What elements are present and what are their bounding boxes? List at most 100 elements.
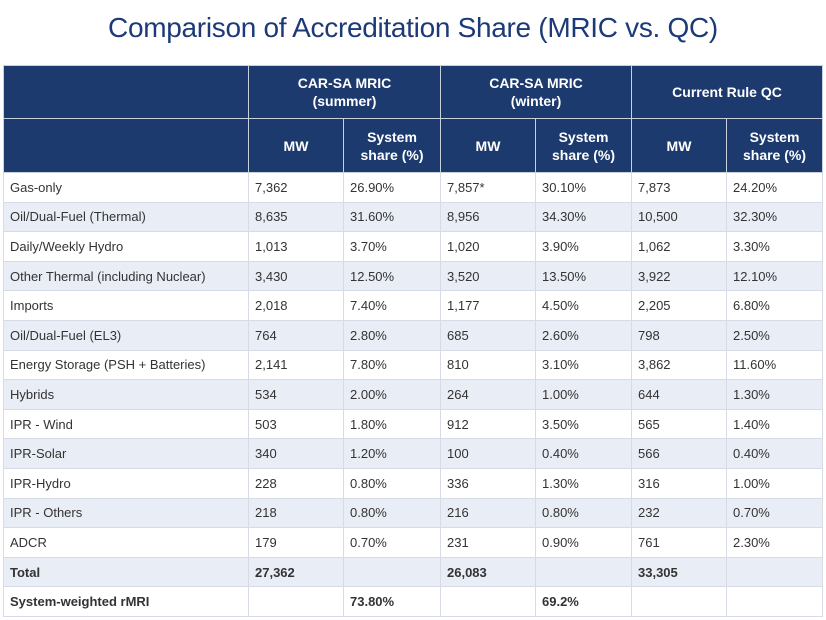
table-cell: 73.80%: [343, 586, 441, 617]
header-corner: [3, 65, 249, 119]
table-cell: [726, 556, 823, 588]
header-current-qc: Current Rule QC: [631, 65, 823, 119]
header-label: MW: [475, 137, 501, 154]
table-cell: 69.2%: [535, 586, 632, 617]
table-cell: [631, 586, 727, 617]
table-cell: 1.40%: [726, 408, 823, 440]
header-label: MW: [666, 137, 692, 154]
table-cell: 2.60%: [535, 319, 632, 351]
table-cell: 1.00%: [535, 379, 632, 410]
table-cell: 3.90%: [535, 231, 632, 262]
header-system-share: System share (%): [535, 118, 632, 173]
table-cell: 764: [248, 319, 344, 351]
table-cell: 7.40%: [343, 290, 441, 321]
table-cell: 10,500: [631, 201, 727, 233]
table-row: IPR-Solar 340 1.20% 100 0.40% 566 0.40%: [3, 438, 823, 469]
table-cell: 1.30%: [535, 467, 632, 499]
table-row: Gas-only 7,362 26.90% 7,857* 30.10% 7,873 24.2…: [3, 172, 823, 203]
table-cell: 685: [440, 319, 536, 351]
table-cell: 216: [440, 497, 536, 529]
table-cell: 13.50%: [535, 260, 632, 292]
table-cell: 2,141: [248, 349, 344, 381]
table-row: Hybrids 534 2.00% 264 1.00% 644 1.30%: [3, 379, 823, 410]
table-cell: 644: [631, 379, 727, 410]
table-cell: 3.50%: [535, 408, 632, 440]
table-row: Imports 2,018 7.40% 1,177 4.50% 2,205 6.80%: [3, 290, 823, 321]
table-cell: [343, 556, 441, 588]
row-label: IPR - Wind: [3, 408, 249, 440]
table-cell: 7,857*: [440, 172, 536, 203]
table-cell: 0.80%: [535, 497, 632, 529]
header-label: CAR-SA MRIC (summer): [297, 75, 392, 109]
table-cell: 26,083: [440, 556, 536, 588]
row-label: IPR - Others: [3, 497, 249, 529]
table-row: Other Thermal (including Nuclear) 3,430 12…: [3, 260, 823, 292]
table-cell: 7,362: [248, 172, 344, 203]
table-body: Gas-only 7,362 26.90% 7,857* 30.10% 7,873 24.2…: [3, 172, 823, 617]
table-row: IPR-Hydro 228 0.80% 336 1.30% 316 1.00%: [3, 467, 823, 499]
header-row-groups: CAR-SA MRIC (summer) CAR-SA MRIC (winter…: [3, 65, 823, 119]
table-cell: 534: [248, 379, 344, 410]
table-cell: 11.60%: [726, 349, 823, 381]
table-cell: 1.80%: [343, 408, 441, 440]
rmri-row: System-weighted rMRI 73.80% 69.2%: [3, 586, 823, 617]
table-cell: 7,873: [631, 172, 727, 203]
header-mric-winter: CAR-SA MRIC (winter): [440, 65, 632, 119]
header-label: CAR-SA MRIC (winter): [489, 75, 583, 109]
table-row: Daily/Weekly Hydro 1,013 3.70% 1,020 3.90% 1,…: [3, 231, 823, 262]
row-label: Total: [3, 556, 249, 588]
header-corner-sub: [3, 118, 249, 173]
header-label: System share (%): [742, 128, 807, 163]
table-cell: 1,013: [248, 231, 344, 262]
table-cell: 1.00%: [726, 467, 823, 499]
table-row: Oil/Dual-Fuel (Thermal) 8,635 31.60% 8,956 3…: [3, 201, 823, 233]
table-cell: 503: [248, 408, 344, 440]
header-mw: MW: [248, 118, 344, 173]
table-cell: 232: [631, 497, 727, 529]
row-label: Daily/Weekly Hydro: [3, 231, 249, 262]
table-cell: 24.20%: [726, 172, 823, 203]
table-cell: 12.10%: [726, 260, 823, 292]
row-label: IPR-Solar: [3, 438, 249, 469]
table-row: IPR - Wind 503 1.80% 912 3.50% 565 1.40%: [3, 408, 823, 440]
table-cell: 0.70%: [726, 497, 823, 529]
table-cell: 1,020: [440, 231, 536, 262]
header-label: System share (%): [360, 128, 424, 163]
table-cell: 7.80%: [343, 349, 441, 381]
table-cell: 3.70%: [343, 231, 441, 262]
table-row: Oil/Dual-Fuel (EL3) 764 2.80% 685 2.60% 798 2.…: [3, 319, 823, 351]
table-cell: 336: [440, 467, 536, 499]
header-label: MW: [283, 137, 309, 154]
table-cell: 3,922: [631, 260, 727, 292]
table-cell: 12.50%: [343, 260, 441, 292]
table-cell: 26.90%: [343, 172, 441, 203]
row-label: Gas-only: [3, 172, 249, 203]
table-cell: 1,062: [631, 231, 727, 262]
table-cell: 0.70%: [343, 527, 441, 558]
table-cell: 1.20%: [343, 438, 441, 469]
table-cell: 3.30%: [726, 231, 823, 262]
table-row: Energy Storage (PSH + Batteries) 2,141 7.8…: [3, 349, 823, 381]
table-cell: 1,177: [440, 290, 536, 321]
page-title: Comparison of Accreditation Share (MRIC …: [108, 12, 718, 43]
table-cell: 0.80%: [343, 497, 441, 529]
header-system-share: System share (%): [726, 118, 823, 173]
table-cell: 810: [440, 349, 536, 381]
table-cell: 8,635: [248, 201, 344, 233]
header-mw: MW: [631, 118, 727, 173]
row-label: ADCR: [3, 527, 249, 558]
table-row: IPR - Others 218 0.80% 216 0.80% 232 0.70%: [3, 497, 823, 529]
table-cell: 0.90%: [535, 527, 632, 558]
header-mw: MW: [440, 118, 536, 173]
table-cell: 761: [631, 527, 727, 558]
table-cell: [535, 556, 632, 588]
table-cell: 1.30%: [726, 379, 823, 410]
header-row-sub: MW System share (%) MW System share (%) MW Sy…: [3, 118, 823, 173]
table-cell: 2.80%: [343, 319, 441, 351]
table-cell: 316: [631, 467, 727, 499]
table-cell: 6.80%: [726, 290, 823, 321]
table-cell: 0.40%: [726, 438, 823, 469]
accreditation-table: CAR-SA MRIC (summer) CAR-SA MRIC (winter…: [3, 65, 823, 617]
table-cell: 179: [248, 527, 344, 558]
row-label: Hybrids: [3, 379, 249, 410]
